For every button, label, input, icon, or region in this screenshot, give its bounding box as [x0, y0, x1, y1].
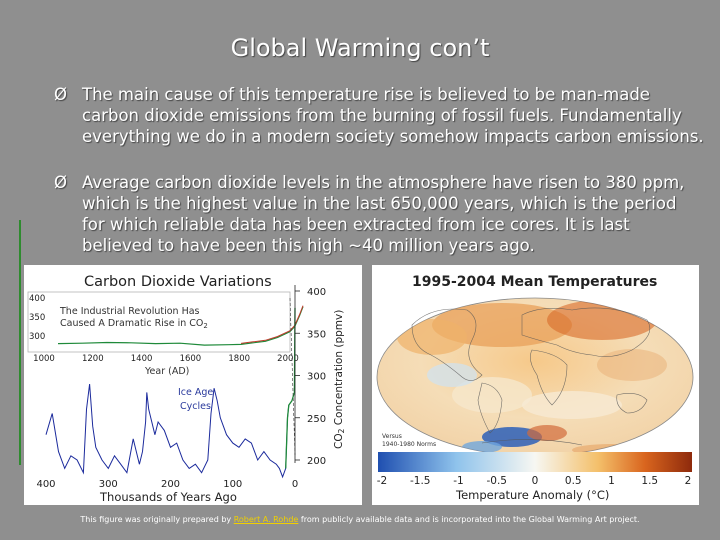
author-link[interactable]: Robert A. Rohde: [233, 515, 299, 524]
decorative-bar: [19, 220, 21, 465]
bullet-1-text: The main cause of this temperature rise …: [82, 85, 704, 146]
temperature-map: 1995-2004 Mean Temperatures Versus 1940-…: [376, 274, 694, 502]
colorbar-tick-label: -0.5: [487, 475, 508, 487]
co2-figure: Carbon Dioxide Variations The Industrial…: [24, 265, 362, 505]
bullet-arrow-icon: Ø: [54, 173, 67, 192]
inset-x-ticks: 1000 1200 1400 1600 1800 2000: [33, 354, 299, 364]
colorbar-tick-label: -1: [453, 475, 463, 487]
recent-line: [285, 307, 296, 469]
main-x-tick-label: 0: [292, 479, 298, 490]
inset-series-line: [57, 306, 304, 346]
co2-ylabel: CO2 Concentration (ppmv): [333, 310, 346, 449]
temperature-blobs: [397, 300, 667, 456]
main-y-tick-label: 250: [307, 414, 326, 425]
inset-y-tick-label: 300: [29, 332, 45, 342]
main-x-ticks: 400 300 200 100 0: [36, 479, 298, 490]
inset-xlabel: Year (AD): [144, 366, 189, 377]
inset-title-line2: Caused A Dramatic Rise in CO2: [60, 318, 208, 330]
bullet-2-text: Average carbon dioxide levels in the atm…: [82, 173, 685, 255]
colorbar-tick-label: 2: [685, 475, 692, 487]
main-y-tick-label: 300: [307, 372, 326, 383]
main-x-tick-label: 300: [99, 479, 118, 490]
caption-text-before: This figure was originally prepared by: [80, 515, 234, 524]
main-y-tick-label: 350: [307, 329, 326, 340]
bullet-2: Ø Average carbon dioxide levels in the a…: [54, 172, 704, 256]
inset-industrial-line: [240, 305, 304, 344]
colorbar-tick-label: 1: [608, 475, 615, 487]
main-y-tick-label: 400: [307, 287, 326, 298]
inset-x-tick-label: 1200: [82, 354, 104, 364]
co2-chart: Carbon Dioxide Variations The Industrial…: [27, 274, 346, 504]
inset-frame: [27, 291, 291, 353]
inset-y-tick-label: 350: [29, 313, 45, 323]
co2-chart-title: Carbon Dioxide Variations: [84, 274, 272, 290]
inset-title-line1: The Industrial Revolution Has: [59, 306, 200, 317]
inset-y-ticks: 400 350 300: [29, 294, 45, 342]
main-y-ticks: 400 350 300 250 200: [294, 285, 326, 467]
co2-xlabel: Thousands of Years Ago: [99, 490, 237, 504]
caption-text-after: from publicly available data and is inco…: [298, 515, 640, 524]
inset-lines: [57, 305, 304, 346]
colorbar-tick-label: -1.5: [410, 475, 431, 487]
bullet-1: Ø The main cause of this temperature ris…: [54, 84, 704, 147]
main-x-tick-label: 100: [223, 479, 242, 490]
bullet-arrow-icon: Ø: [54, 85, 67, 104]
colorbar-tick-label: 0.5: [565, 475, 582, 487]
temperature-figure: 1995-2004 Mean Temperatures Versus 1940-…: [372, 265, 699, 505]
colorbar: [378, 452, 692, 472]
map-note-norms: 1940-1980 Norms: [382, 441, 436, 448]
slide-title: Global Warming con’t: [230, 34, 490, 62]
colorbar-ticks: -2 -1.5 -1 -0.5 0 0.5 1 1.5 2: [377, 475, 692, 487]
main-x-tick-label: 200: [161, 479, 180, 490]
map-note-versus: Versus: [382, 433, 402, 440]
ice-core-line: [45, 383, 290, 479]
inset-guide-line: [289, 297, 296, 456]
colorbar-tick-label: -2: [377, 475, 387, 487]
inset-x-tick-label: 1600: [180, 354, 202, 364]
figure-caption: This figure was originally prepared by R…: [0, 515, 720, 524]
colorbar-tick-label: 0: [532, 475, 539, 487]
ice-age-label-1: Ice Age: [178, 387, 213, 398]
inset-y-tick-label: 400: [29, 294, 45, 304]
ice-age-label-2: Cycles: [180, 401, 211, 412]
main-x-tick-label: 400: [36, 479, 55, 490]
map-title: 1995-2004 Mean Temperatures: [412, 274, 657, 290]
inset-x-tick-label: 1400: [131, 354, 153, 364]
continent-outlines: [411, 307, 651, 446]
inset-x-tick-label: 1000: [33, 354, 55, 364]
inset-x-tick-label: 2000: [277, 354, 299, 364]
inset-x-tick-label: 1800: [228, 354, 250, 364]
colorbar-label: Temperature Anomaly (°C): [455, 488, 609, 502]
main-y-tick-label: 200: [307, 456, 326, 467]
colorbar-tick-label: 1.5: [641, 475, 658, 487]
main-series: [45, 297, 296, 479]
